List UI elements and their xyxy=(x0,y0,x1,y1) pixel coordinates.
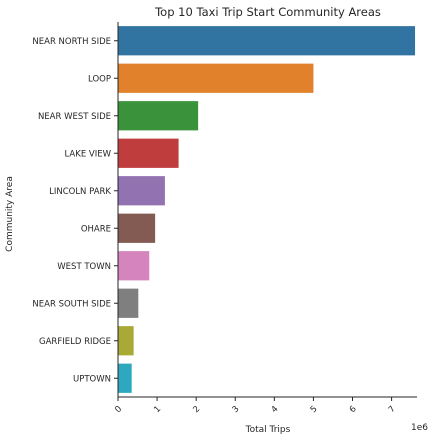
x-tick-label: 2 xyxy=(191,404,202,415)
y-tick-label: NEAR NORTH SIDE xyxy=(32,37,111,47)
y-tick-label: UPTOWN xyxy=(73,374,111,384)
x-tick-label: 6 xyxy=(348,404,359,415)
bar-ohare xyxy=(118,213,156,243)
bar-lincoln-park xyxy=(118,176,165,206)
y-axis-label: Community Area xyxy=(5,176,15,252)
y-tick-label: NEAR WEST SIDE xyxy=(38,112,111,122)
y-tick-label: NEAR SOUTH SIDE xyxy=(32,299,111,309)
y-tick-label: GARFIELD RIDGE xyxy=(39,337,111,347)
x-tick-label: 7 xyxy=(387,404,398,415)
x-tick-label: 1 xyxy=(152,404,163,415)
bar-lake-view xyxy=(118,138,179,168)
bar-uptown xyxy=(118,363,132,393)
y-tick-label: LAKE VIEW xyxy=(65,149,112,159)
bar-near-south-side xyxy=(118,288,139,318)
x-tick-label: 4 xyxy=(270,404,281,415)
bar-loop xyxy=(118,63,314,93)
y-tick-labels: NEAR NORTH SIDE LOOP NEAR WEST SIDE LAKE VI… xyxy=(32,37,118,384)
bar-west-town xyxy=(118,251,150,281)
chart-title: Top 10 Taxi Trip Start Community Areas xyxy=(154,5,381,19)
y-tick-label: LINCOLN PARK xyxy=(49,187,111,197)
y-tick-label: OHARE xyxy=(81,224,111,234)
x-tick-label: 5 xyxy=(309,404,320,415)
bar-garfield-ridge xyxy=(118,326,134,356)
bar-near-north-side xyxy=(118,26,416,56)
y-tick-label: LOOP xyxy=(88,74,111,84)
x-tick-label: 3 xyxy=(231,404,242,415)
x-tick-labels: 0 1 2 3 4 5 6 7 xyxy=(113,397,398,415)
x-axis-offset-label: 1e6 xyxy=(411,423,428,433)
y-tick-label: WEST TOWN xyxy=(57,262,111,272)
bar-near-west-side xyxy=(118,101,199,131)
x-axis-label: Total Trips xyxy=(245,425,291,435)
x-tick-label: 0 xyxy=(113,404,124,415)
bars-layer xyxy=(118,26,416,393)
